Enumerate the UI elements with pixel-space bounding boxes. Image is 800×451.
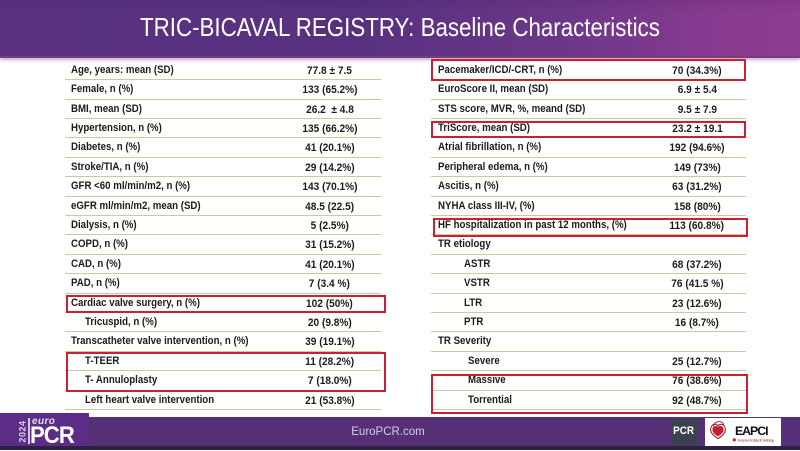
svg-text:EAPCI: EAPCI xyxy=(735,424,769,438)
svg-text:European Society of Cardiology: European Society of Cardiology xyxy=(738,438,775,442)
